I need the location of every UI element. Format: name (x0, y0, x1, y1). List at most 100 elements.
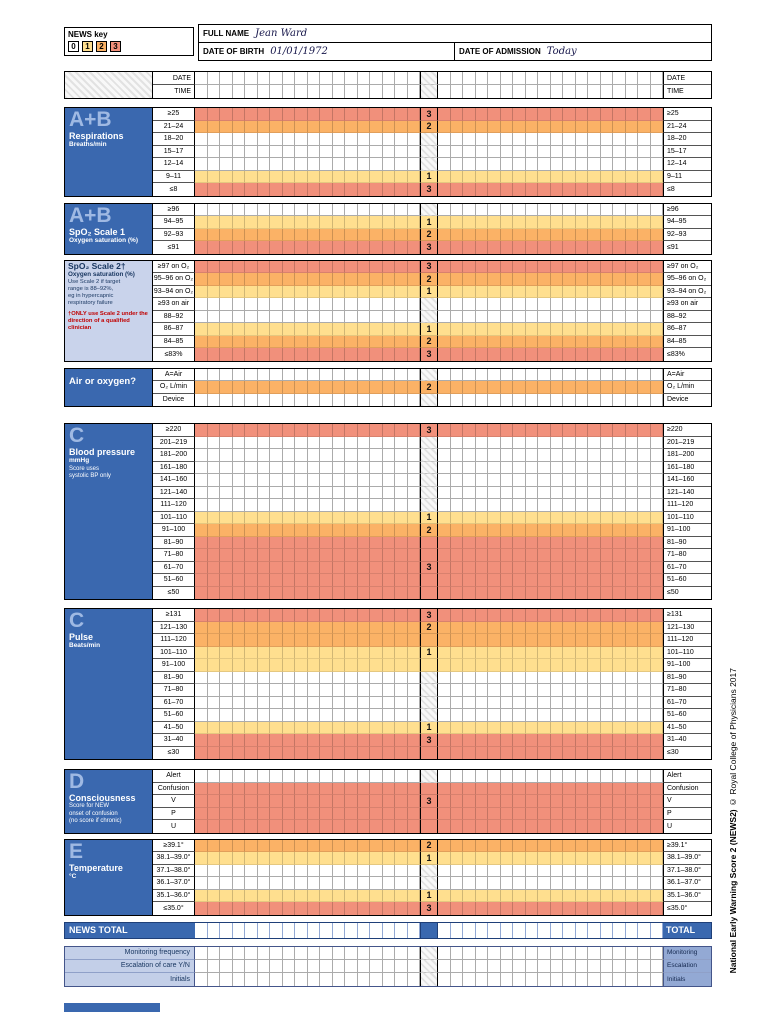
obs-cell[interactable] (600, 273, 613, 286)
obs-cell[interactable] (370, 145, 383, 158)
obs-cell[interactable] (463, 820, 476, 833)
obs-cell[interactable] (638, 474, 651, 487)
obs-cell[interactable] (475, 183, 488, 196)
footer-cell[interactable] (625, 946, 638, 960)
obs-cell[interactable] (220, 203, 233, 216)
obs-cell[interactable] (220, 671, 233, 684)
obs-cell[interactable] (463, 310, 476, 323)
obs-cell[interactable] (382, 461, 395, 474)
footer-cell[interactable] (463, 972, 476, 986)
obs-cell[interactable] (220, 574, 233, 587)
obs-cell[interactable] (538, 158, 551, 171)
obs-cell[interactable] (345, 734, 358, 747)
obs-cell[interactable] (282, 852, 295, 865)
obs-cell[interactable] (450, 839, 463, 852)
obs-cell[interactable] (500, 170, 513, 183)
obs-cell[interactable] (550, 241, 563, 254)
obs-cell[interactable] (563, 659, 576, 672)
obs-cell[interactable] (488, 807, 501, 820)
obs-cell[interactable] (650, 586, 663, 599)
obs-cell[interactable] (370, 549, 383, 562)
obs-cell[interactable] (613, 449, 626, 462)
obs-cell[interactable] (257, 621, 270, 634)
obs-cell[interactable] (500, 310, 513, 323)
obs-cell[interactable] (195, 609, 208, 622)
obs-cell[interactable] (295, 108, 308, 121)
obs-cell[interactable] (195, 536, 208, 549)
obs-cell[interactable] (282, 549, 295, 562)
obs-cell[interactable] (650, 646, 663, 659)
obs-cell[interactable] (550, 203, 563, 216)
obs-cell[interactable] (245, 133, 258, 146)
obs-cell[interactable] (488, 511, 501, 524)
obs-cell[interactable] (550, 436, 563, 449)
obs-cell[interactable] (638, 889, 651, 902)
full-name-field[interactable]: FULL NAME Jean Ward (198, 24, 712, 43)
obs-cell[interactable] (345, 782, 358, 795)
obs-cell[interactable] (195, 368, 208, 381)
obs-cell[interactable] (382, 203, 395, 216)
obs-cell[interactable] (195, 241, 208, 254)
obs-cell[interactable] (500, 684, 513, 697)
obs-cell[interactable] (438, 158, 451, 171)
obs-cell[interactable] (488, 486, 501, 499)
obs-cell[interactable] (575, 795, 588, 808)
obs-cell[interactable] (195, 721, 208, 734)
obs-cell[interactable] (575, 746, 588, 759)
obs-cell[interactable] (450, 381, 463, 394)
obs-cell[interactable] (395, 659, 408, 672)
obs-cell[interactable] (613, 586, 626, 599)
obs-cell[interactable] (357, 108, 370, 121)
obs-cell[interactable] (638, 203, 651, 216)
obs-cell[interactable] (488, 696, 501, 709)
obs-cell[interactable] (638, 852, 651, 865)
obs-cell[interactable] (513, 561, 526, 574)
obs-cell[interactable] (345, 795, 358, 808)
obs-cell[interactable] (438, 511, 451, 524)
obs-cell[interactable] (195, 820, 208, 833)
total-cell[interactable] (245, 922, 258, 938)
obs-cell[interactable] (513, 183, 526, 196)
obs-cell[interactable] (295, 285, 308, 298)
obs-cell[interactable] (382, 216, 395, 229)
obs-cell[interactable] (650, 561, 663, 574)
obs-cell[interactable] (538, 877, 551, 890)
obs-cell[interactable] (245, 368, 258, 381)
obs-cell[interactable] (357, 368, 370, 381)
obs-cell[interactable] (513, 746, 526, 759)
obs-cell[interactable] (395, 795, 408, 808)
obs-cell[interactable] (625, 646, 638, 659)
obs-cell[interactable] (207, 499, 220, 512)
obs-cell[interactable] (588, 795, 601, 808)
obs-cell[interactable] (207, 609, 220, 622)
obs-cell[interactable] (395, 449, 408, 462)
obs-cell[interactable] (450, 183, 463, 196)
obs-cell[interactable] (513, 734, 526, 747)
obs-cell[interactable] (638, 696, 651, 709)
obs-cell[interactable] (382, 183, 395, 196)
obs-cell[interactable] (257, 709, 270, 722)
obs-cell[interactable] (257, 323, 270, 336)
obs-cell[interactable] (463, 241, 476, 254)
time-cell[interactable] (438, 85, 451, 98)
obs-cell[interactable] (538, 449, 551, 462)
obs-cell[interactable] (650, 839, 663, 852)
obs-cell[interactable] (588, 561, 601, 574)
obs-cell[interactable] (600, 298, 613, 311)
total-cell[interactable] (270, 922, 283, 938)
obs-cell[interactable] (320, 877, 333, 890)
obs-cell[interactable] (232, 170, 245, 183)
obs-cell[interactable] (438, 795, 451, 808)
footer-cell[interactable] (525, 946, 538, 960)
obs-cell[interactable] (438, 734, 451, 747)
obs-cell[interactable] (332, 285, 345, 298)
obs-cell[interactable] (500, 561, 513, 574)
obs-cell[interactable] (370, 436, 383, 449)
obs-cell[interactable] (625, 852, 638, 865)
obs-cell[interactable] (600, 549, 613, 562)
obs-cell[interactable] (195, 877, 208, 890)
obs-cell[interactable] (208, 393, 220, 406)
obs-cell[interactable] (625, 511, 638, 524)
obs-cell[interactable] (370, 335, 383, 348)
obs-cell[interactable] (270, 524, 283, 537)
